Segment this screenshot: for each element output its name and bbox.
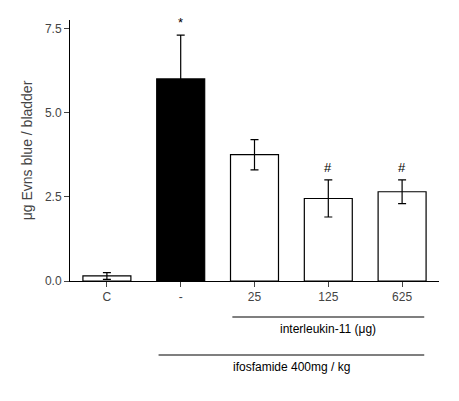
svg-text:interleukin-11 (μg): interleukin-11 (μg) (280, 322, 376, 336)
svg-text:2.5: 2.5 (45, 190, 62, 204)
svg-text:#: # (324, 160, 332, 175)
svg-text:5.0: 5.0 (45, 106, 62, 120)
svg-text:#: # (398, 160, 406, 175)
svg-text:*: * (178, 15, 183, 30)
svg-text:625: 625 (392, 290, 412, 304)
svg-text:ifosfamide 400mg / kg: ifosfamide 400mg / kg (233, 360, 350, 374)
svg-text:25: 25 (248, 290, 262, 304)
svg-text:C: C (103, 290, 112, 304)
svg-text:0.0: 0.0 (45, 274, 62, 288)
svg-text:μg Evns blue / bladder: μg Evns blue / bladder (19, 80, 35, 220)
svg-text:7.5: 7.5 (45, 22, 62, 36)
svg-text:125: 125 (318, 290, 338, 304)
svg-text:-: - (179, 290, 183, 304)
